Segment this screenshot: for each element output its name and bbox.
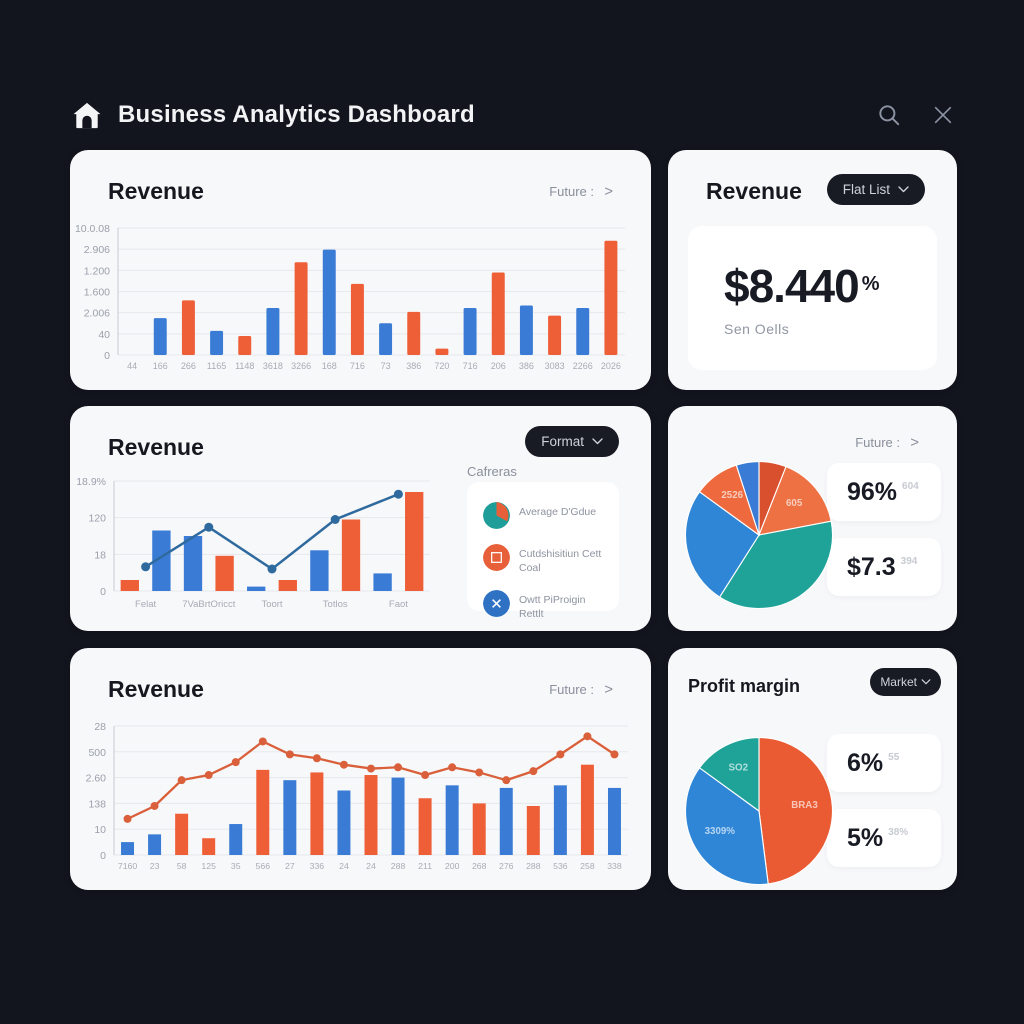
- svg-text:206: 206: [491, 361, 506, 371]
- svg-text:268: 268: [472, 861, 487, 871]
- svg-text:125: 125: [201, 861, 216, 871]
- svg-text:266: 266: [181, 361, 196, 371]
- svg-text:SO2: SO2: [729, 762, 749, 773]
- svg-text:0: 0: [100, 850, 106, 862]
- svg-text:Totlos: Totlos: [323, 599, 348, 610]
- svg-text:168: 168: [322, 361, 337, 371]
- svg-text:73: 73: [381, 361, 391, 371]
- svg-text:0: 0: [100, 586, 106, 598]
- svg-text:288: 288: [526, 861, 541, 871]
- svg-text:166: 166: [153, 361, 168, 371]
- svg-text:536: 536: [553, 861, 568, 871]
- svg-text:720: 720: [434, 361, 449, 371]
- svg-text:120: 120: [88, 513, 106, 525]
- svg-text:Toort: Toort: [261, 599, 282, 610]
- svg-text:716: 716: [350, 361, 365, 371]
- svg-text:28: 28: [94, 721, 106, 733]
- svg-text:138: 138: [88, 798, 106, 810]
- svg-text:10: 10: [94, 824, 106, 836]
- svg-text:2.60: 2.60: [86, 773, 107, 785]
- svg-text:716: 716: [463, 361, 478, 371]
- svg-text:276: 276: [499, 861, 514, 871]
- svg-text:BRA3: BRA3: [791, 800, 818, 811]
- svg-text:386: 386: [406, 361, 421, 371]
- svg-text:Felat: Felat: [135, 599, 156, 610]
- svg-text:2.906: 2.906: [84, 244, 110, 256]
- svg-text:18.9%: 18.9%: [76, 476, 106, 488]
- svg-text:2.006: 2.006: [84, 308, 110, 320]
- svg-text:Faot: Faot: [389, 599, 408, 610]
- svg-text:566: 566: [256, 861, 271, 871]
- svg-text:35: 35: [231, 861, 241, 871]
- svg-text:605: 605: [786, 498, 803, 509]
- svg-text:58: 58: [177, 861, 187, 871]
- svg-text:40: 40: [98, 329, 110, 341]
- svg-text:7VaBrtOricct: 7VaBrtOricct: [182, 599, 236, 610]
- svg-text:18: 18: [94, 549, 106, 561]
- svg-text:44: 44: [127, 361, 137, 371]
- svg-text:1165: 1165: [207, 361, 226, 371]
- svg-text:3618: 3618: [263, 361, 283, 371]
- svg-text:3083: 3083: [545, 361, 565, 371]
- svg-text:1148: 1148: [235, 361, 254, 371]
- svg-text:3309%: 3309%: [705, 826, 736, 837]
- svg-text:288: 288: [391, 861, 406, 871]
- svg-text:1.600: 1.600: [84, 287, 110, 299]
- svg-text:3266: 3266: [291, 361, 311, 371]
- svg-text:336: 336: [310, 861, 325, 871]
- svg-text:1.200: 1.200: [84, 265, 110, 277]
- svg-text:23: 23: [150, 861, 160, 871]
- svg-text:7160: 7160: [118, 861, 137, 871]
- svg-text:2026: 2026: [601, 361, 621, 371]
- svg-text:200: 200: [445, 861, 460, 871]
- svg-text:338: 338: [607, 861, 622, 871]
- svg-text:500: 500: [88, 747, 106, 759]
- svg-text:10.0.08: 10.0.08: [75, 223, 110, 235]
- svg-text:0: 0: [104, 350, 110, 362]
- svg-text:258: 258: [580, 861, 595, 871]
- svg-text:386: 386: [519, 361, 534, 371]
- svg-text:27: 27: [285, 861, 295, 871]
- svg-text:24: 24: [339, 861, 349, 871]
- svg-text:211: 211: [418, 861, 432, 871]
- svg-text:2526: 2526: [721, 490, 743, 501]
- svg-text:24: 24: [366, 861, 376, 871]
- svg-text:2266: 2266: [573, 361, 593, 371]
